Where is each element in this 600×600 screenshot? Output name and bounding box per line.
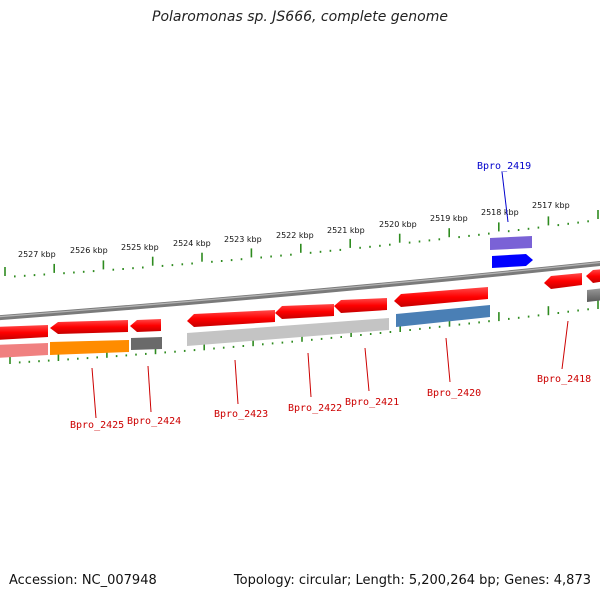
scale-label: 2517 kbp [532,201,570,210]
feature-box-violet[interactable] [490,236,532,250]
scale-label: 2524 kbp [173,239,211,248]
gene-label[interactable]: Bpro_2422 [288,403,342,414]
genome-backbone [0,261,600,321]
label-leader [364,347,370,392]
scale-label: 2519 kbp [430,214,468,223]
cds-arrow[interactable] [0,325,48,340]
scale-label: 2522 kbp [276,231,314,240]
genome-backbone-highlight [0,261,600,318]
scale-label: 2523 kbp [224,235,262,244]
cds-arrow[interactable] [334,298,387,313]
page-title: Polaromonas sp. JS666, complete genome [152,9,448,25]
scale-label: 2525 kbp [121,243,159,252]
gene-label[interactable]: Bpro_2419 [477,161,531,172]
gene-label[interactable]: Bpro_2424 [127,416,181,427]
gene-label[interactable]: Bpro_2423 [214,409,268,420]
label-leader [234,359,239,405]
accession-text: Accession: NC_007948 [9,573,157,588]
label-leader [147,365,152,413]
gene-label[interactable]: Bpro_2420 [427,388,481,399]
scale-label: 2527 kbp [18,250,56,259]
scale-label: 2520 kbp [379,220,417,229]
cds-arrow[interactable] [130,319,161,332]
feature-box[interactable] [131,337,162,350]
scale-label: 2526 kbp [70,246,108,255]
gene-label[interactable]: Bpro_2425 [70,420,124,431]
scale-label: 2521 kbp [327,226,365,235]
scale-label: 2518 kbp [481,208,519,217]
feature-box[interactable] [50,340,129,355]
feature-box[interactable] [0,343,48,358]
label-leader [445,337,451,383]
cds-arrow[interactable] [586,269,600,283]
topology-text: Topology: circular; Length: 5,200,264 bp… [233,573,591,588]
cds-arrow[interactable] [187,310,275,327]
cds-arrow[interactable] [50,320,128,334]
label-leader [307,352,312,398]
gene-label[interactable]: Bpro_2418 [537,374,591,385]
scale-ticks-upper [4,210,599,278]
gene-label[interactable]: Bpro_2421 [345,397,399,408]
feature-box[interactable] [187,318,389,346]
feature-box[interactable] [396,305,490,327]
scale-ticks-lower [9,300,599,364]
cds-arrow[interactable] [394,287,488,307]
cds-arrow[interactable] [544,273,582,289]
feature-box[interactable] [587,288,600,302]
forward-gene-arrow[interactable] [492,254,533,268]
label-leader [91,367,97,419]
label-leader [501,171,509,223]
cds-arrow[interactable] [275,304,334,319]
label-leader [561,320,569,370]
